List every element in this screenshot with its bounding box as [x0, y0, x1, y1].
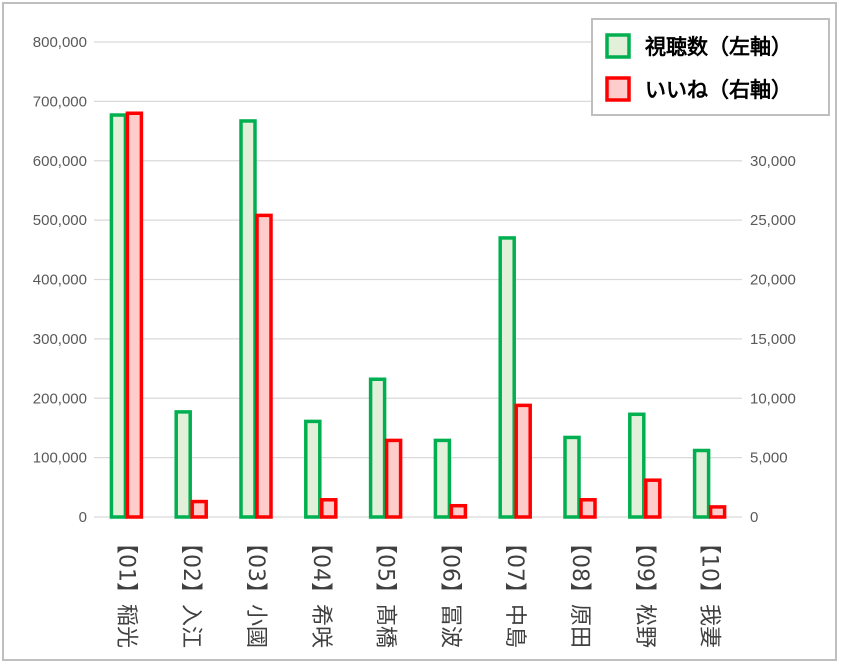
x-category-label: 【08】原田	[567, 532, 592, 648]
bar-likes	[449, 503, 468, 519]
bar-likes	[514, 403, 532, 519]
y-right-tick-label: 5,000	[750, 450, 788, 467]
bar-likes	[320, 498, 338, 519]
legend-label: いいね（右軸）	[645, 78, 792, 102]
x-category-label: 【04】希咲	[308, 532, 333, 648]
y-left-tick-label: 600,000	[33, 153, 87, 170]
x-category-label: 【01】稲光	[113, 532, 138, 648]
bar-views	[628, 412, 646, 519]
x-category-label: 【07】中島	[502, 532, 527, 648]
bar-views	[692, 448, 711, 519]
bar-likes	[644, 478, 662, 519]
legend-swatch	[605, 33, 631, 59]
y-right-tick-label: 10,000	[750, 390, 796, 407]
bar-likes	[125, 111, 144, 519]
y-left-tick-label: 800,000	[33, 34, 87, 51]
x-category-label: 【09】松野	[632, 532, 657, 648]
x-category-label: 【06】冨波	[437, 532, 462, 648]
legend-label: 視聴数（左軸）	[644, 35, 792, 59]
y-left-tick-label: 500,000	[33, 212, 87, 229]
bar-likes	[190, 499, 208, 519]
bar-views	[433, 438, 452, 519]
legend-box	[591, 18, 830, 116]
bar-views	[368, 377, 387, 519]
y-right-tick-label: 20,000	[750, 272, 796, 289]
y-left-tick-label: 100,000	[33, 450, 87, 467]
x-category-label: 【02】入江	[178, 532, 203, 648]
legend-swatch	[605, 76, 631, 102]
bar-likes	[579, 498, 597, 519]
x-category-label: 【05】髙橋	[373, 532, 398, 648]
bar-likes	[384, 438, 403, 519]
bar-views	[239, 119, 257, 519]
y-right-tick-label: 25,000	[750, 212, 796, 229]
bar-likes	[708, 505, 727, 519]
x-category-label: 【03】小國	[243, 532, 268, 648]
y-left-tick-label: 300,000	[33, 331, 87, 348]
y-right-tick-label: 30,000	[750, 153, 796, 170]
y-left-tick-label: 700,000	[33, 93, 87, 110]
y-left-tick-label: 400,000	[33, 272, 87, 289]
x-category-label: 【10】我妻	[697, 532, 722, 648]
y-right-tick-label: 0	[750, 509, 758, 526]
y-right-tick-label: 15,000	[750, 331, 796, 348]
bar-views	[304, 419, 322, 519]
bar-likes	[255, 213, 273, 519]
bar-views	[563, 435, 581, 519]
y-left-tick-label: 0	[79, 509, 87, 526]
bar-views	[109, 113, 128, 519]
bar-views	[174, 410, 192, 519]
y-left-tick-label: 200,000	[33, 390, 87, 407]
bar-views	[498, 236, 516, 519]
